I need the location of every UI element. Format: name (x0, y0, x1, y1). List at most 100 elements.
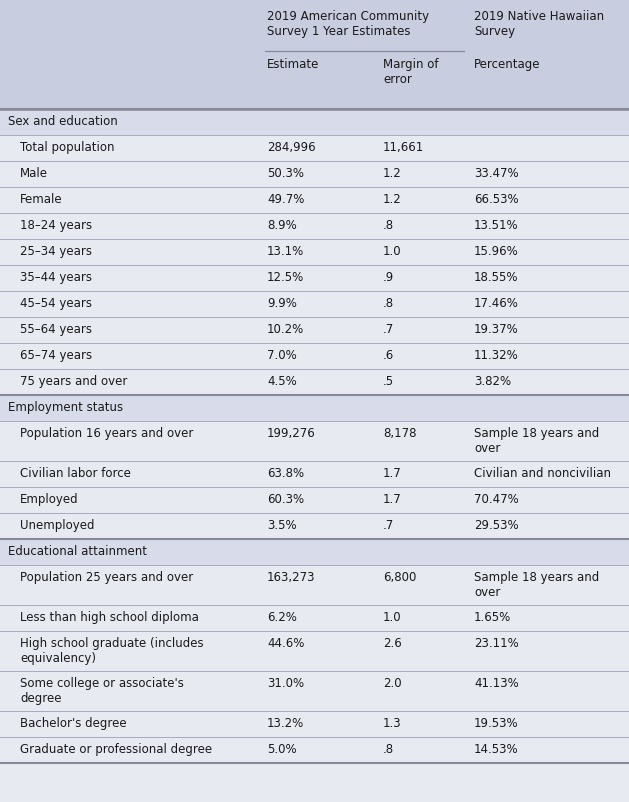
Text: 55–64 years: 55–64 years (20, 322, 92, 335)
Bar (0, 162, 629, 188)
Bar (0, 513, 629, 539)
Bar (0, 539, 629, 565)
Text: 31.0%: 31.0% (267, 676, 304, 689)
Text: 18–24 years: 18–24 years (20, 219, 92, 232)
Bar (0, 343, 629, 370)
Text: 163,273: 163,273 (267, 570, 316, 583)
Text: High school graduate (includes
equivalency): High school graduate (includes equivalen… (20, 636, 204, 664)
Text: 66.53%: 66.53% (474, 192, 519, 206)
Text: .9: .9 (383, 270, 394, 284)
Bar (0, 737, 629, 763)
Text: Female: Female (20, 192, 63, 206)
Text: 13.51%: 13.51% (474, 219, 519, 232)
Text: 1.3: 1.3 (383, 716, 402, 729)
Text: 7.0%: 7.0% (267, 349, 297, 362)
Bar (0, 292, 629, 318)
Text: 10.2%: 10.2% (267, 322, 304, 335)
Text: 3.82%: 3.82% (474, 375, 511, 387)
Text: Male: Male (20, 167, 48, 180)
Text: 5.0%: 5.0% (267, 742, 297, 755)
Text: .7: .7 (383, 518, 394, 532)
Text: 17.46%: 17.46% (474, 297, 519, 310)
Bar (0, 461, 629, 488)
Text: Civilian and noncivilian: Civilian and noncivilian (474, 467, 611, 480)
Text: 14.53%: 14.53% (474, 742, 519, 755)
Bar (0, 565, 629, 606)
Text: 8.9%: 8.9% (267, 219, 297, 232)
Text: 1.2: 1.2 (383, 192, 402, 206)
Bar (0, 422, 629, 461)
Text: Educational attainment: Educational attainment (8, 545, 147, 557)
Text: Margin of
error: Margin of error (383, 58, 438, 86)
Text: 11.32%: 11.32% (474, 349, 519, 362)
Text: 70.47%: 70.47% (474, 492, 519, 505)
Text: 25–34 years: 25–34 years (20, 245, 92, 257)
Text: Total population: Total population (20, 141, 114, 154)
Text: Employed: Employed (20, 492, 79, 505)
Text: .8: .8 (383, 219, 394, 232)
Text: 33.47%: 33.47% (474, 167, 519, 180)
Text: 44.6%: 44.6% (267, 636, 304, 649)
Bar (0, 136, 629, 162)
Text: 11,661: 11,661 (383, 141, 424, 154)
Text: Civilian labor force: Civilian labor force (20, 467, 131, 480)
Text: 1.65%: 1.65% (474, 610, 511, 623)
Text: 1.0: 1.0 (383, 245, 402, 257)
Bar (0, 671, 629, 711)
Text: Sample 18 years and
over: Sample 18 years and over (474, 427, 599, 455)
Text: 29.53%: 29.53% (474, 518, 519, 532)
Text: 63.8%: 63.8% (267, 467, 304, 480)
Text: .5: .5 (383, 375, 394, 387)
Text: 2019 American Community
Survey 1 Year Estimates: 2019 American Community Survey 1 Year Es… (267, 10, 429, 38)
Text: 60.3%: 60.3% (267, 492, 304, 505)
Text: 65–74 years: 65–74 years (20, 349, 92, 362)
Text: 6.2%: 6.2% (267, 610, 297, 623)
Text: 284,996: 284,996 (267, 141, 316, 154)
Bar (0, 395, 629, 422)
Bar (0, 110, 629, 136)
Bar (0, 0, 629, 110)
Text: 2019 Native Hawaiian
Survey: 2019 Native Hawaiian Survey (474, 10, 604, 38)
Text: .8: .8 (383, 742, 394, 755)
Bar (0, 214, 629, 240)
Text: Bachelor's degree: Bachelor's degree (20, 716, 126, 729)
Text: 23.11%: 23.11% (474, 636, 519, 649)
Text: 19.37%: 19.37% (474, 322, 519, 335)
Text: Graduate or professional degree: Graduate or professional degree (20, 742, 212, 755)
Text: 1.2: 1.2 (383, 167, 402, 180)
Bar (0, 763, 629, 802)
Text: 2.0: 2.0 (383, 676, 402, 689)
Bar (0, 488, 629, 513)
Text: 2.6: 2.6 (383, 636, 402, 649)
Text: 8,178: 8,178 (383, 427, 416, 439)
Bar (0, 711, 629, 737)
Text: Employment status: Employment status (8, 400, 123, 414)
Text: .6: .6 (383, 349, 394, 362)
Text: Estimate: Estimate (267, 58, 320, 71)
Text: Less than high school diploma: Less than high school diploma (20, 610, 199, 623)
Text: 18.55%: 18.55% (474, 270, 518, 284)
Text: Percentage: Percentage (474, 58, 540, 71)
Text: 13.1%: 13.1% (267, 245, 304, 257)
Text: 3.5%: 3.5% (267, 518, 297, 532)
Text: 50.3%: 50.3% (267, 167, 304, 180)
Text: Population 16 years and over: Population 16 years and over (20, 427, 193, 439)
Bar (0, 240, 629, 265)
Text: 41.13%: 41.13% (474, 676, 519, 689)
Text: 19.53%: 19.53% (474, 716, 519, 729)
Text: 35–44 years: 35–44 years (20, 270, 92, 284)
Text: 12.5%: 12.5% (267, 270, 304, 284)
Text: 1.0: 1.0 (383, 610, 402, 623)
Text: 49.7%: 49.7% (267, 192, 304, 206)
Text: Sex and education: Sex and education (8, 115, 118, 128)
Text: Population 25 years and over: Population 25 years and over (20, 570, 193, 583)
Text: Some college or associate's
degree: Some college or associate's degree (20, 676, 184, 704)
Text: 1.7: 1.7 (383, 467, 402, 480)
Text: 75 years and over: 75 years and over (20, 375, 128, 387)
Text: 45–54 years: 45–54 years (20, 297, 92, 310)
Bar (0, 631, 629, 671)
Text: Unemployed: Unemployed (20, 518, 94, 532)
Text: 9.9%: 9.9% (267, 297, 297, 310)
Text: 15.96%: 15.96% (474, 245, 519, 257)
Text: 4.5%: 4.5% (267, 375, 297, 387)
